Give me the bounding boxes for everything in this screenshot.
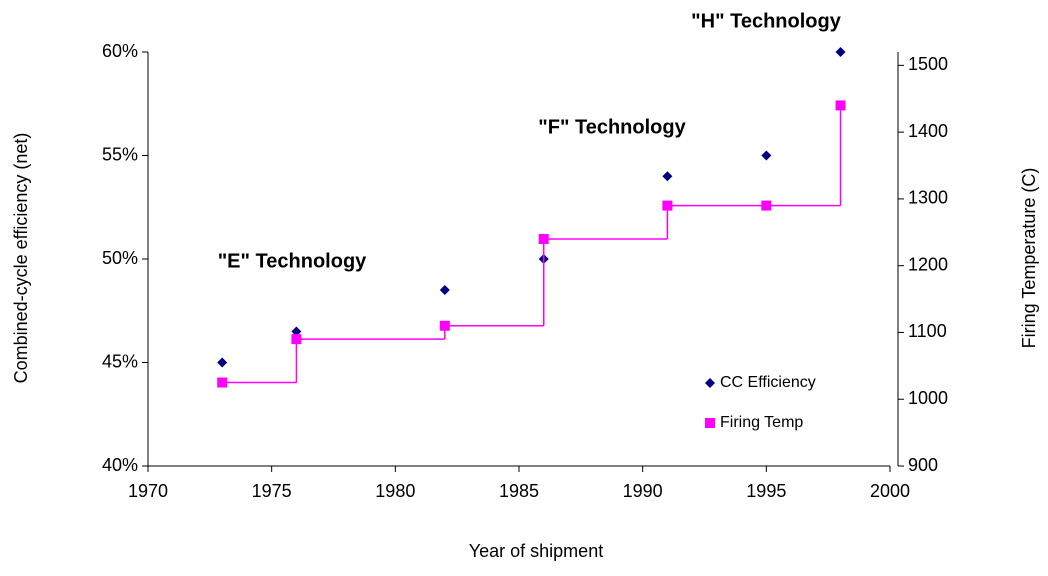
- point: [217, 357, 228, 368]
- point: [761, 150, 772, 161]
- x-axis-label: Year of shipment: [469, 541, 603, 561]
- point: [662, 171, 673, 182]
- y-tick-label: 50%: [102, 248, 138, 268]
- x-tick-label: 2000: [870, 481, 910, 501]
- point: [538, 233, 549, 244]
- point: [217, 377, 228, 388]
- point: [761, 200, 772, 211]
- y2-axis-label: Firing Temperature (C): [1019, 168, 1039, 349]
- x-tick-label: 1975: [252, 481, 292, 501]
- y2-tick-label: 1200: [908, 254, 948, 274]
- point: [439, 285, 450, 296]
- legend-marker: [705, 418, 715, 428]
- x-tick-label: 1985: [499, 481, 539, 501]
- y-tick-label: 40%: [102, 455, 138, 475]
- y-tick-label: 45%: [102, 351, 138, 371]
- legend-label: CC Efficiency: [720, 374, 816, 391]
- y2-tick-label: 1000: [908, 388, 948, 408]
- point: [439, 320, 450, 331]
- y-tick-label: 60%: [102, 41, 138, 61]
- y2-tick-label: 1400: [908, 121, 948, 141]
- x-tick-label: 1980: [375, 481, 415, 501]
- point: [291, 326, 302, 337]
- x-tick-label: 1990: [623, 481, 663, 501]
- x-tick-label: 1970: [128, 481, 168, 501]
- annotation: "F" Technology: [538, 116, 686, 138]
- legend-marker: [705, 378, 715, 388]
- point: [662, 200, 673, 211]
- y2-tick-label: 1100: [908, 321, 947, 341]
- point: [291, 334, 302, 345]
- point: [835, 47, 846, 57]
- y2-tick-label: 1500: [908, 54, 948, 74]
- annotation: "H" Technology: [691, 10, 842, 32]
- y2-tick-label: 1300: [908, 188, 948, 208]
- y2-tick-label: 900: [908, 455, 938, 475]
- x-tick-label: 1995: [746, 481, 786, 501]
- y-tick-label: 55%: [102, 144, 138, 164]
- annotation: "E" Technology: [218, 250, 367, 272]
- y-axis-label: Combined-cycle efficiency (net): [11, 133, 31, 384]
- legend-label: Firing Temp: [720, 414, 803, 431]
- point: [835, 100, 846, 111]
